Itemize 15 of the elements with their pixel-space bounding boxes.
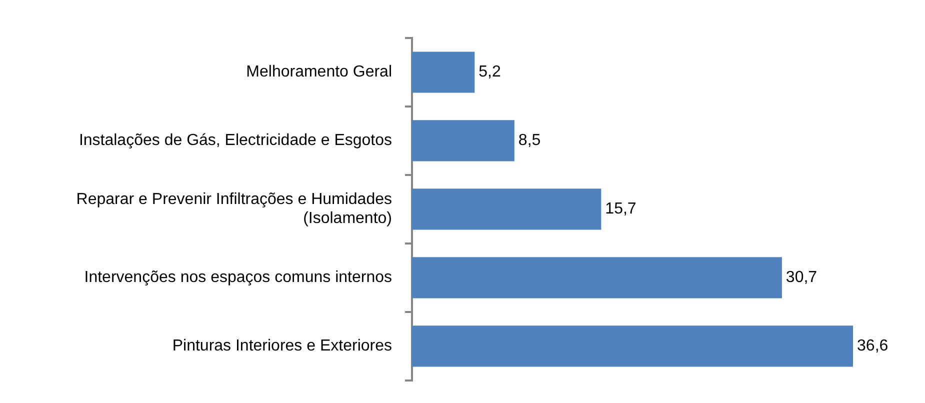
y-tick-label: Reparar e Prevenir Infiltrações e Humidades (Isolamento): [76, 191, 392, 228]
bar: [412, 326, 854, 367]
y-tick-label: Pinturas Interiores e Exteriores: [172, 338, 392, 355]
data-label: 36,6: [857, 338, 888, 355]
bar: [412, 52, 475, 93]
bar: [412, 120, 514, 162]
data-label: 5,2: [478, 64, 502, 81]
bar: [412, 188, 602, 230]
y-tick-label: Melhoramento Geral: [246, 64, 392, 81]
data-label: 30,7: [786, 269, 818, 286]
y-tick-label: Intervenções nos espaços comuns internos: [84, 269, 392, 286]
bar: [412, 257, 782, 298]
y-tick-label: Instalações de Gás, Electricidade e Esgotos: [78, 132, 392, 150]
data-label: 8,5: [518, 132, 541, 150]
data-label: 15,7: [605, 200, 636, 218]
